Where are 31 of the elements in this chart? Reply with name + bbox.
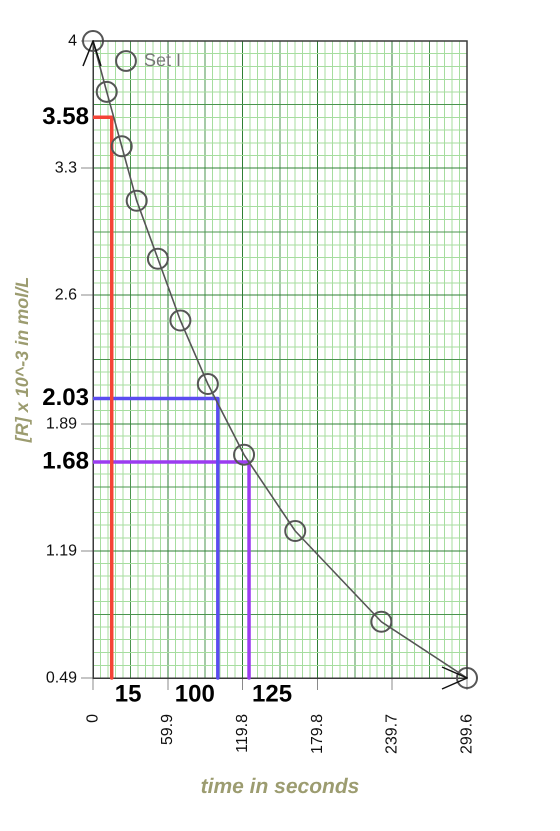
point (196, 373, 219, 395)
annotation: 100 (174, 680, 215, 708)
point (82, 30, 104, 52)
x-tick-label: 59.9 (159, 714, 176, 746)
annotation: 15 (114, 680, 142, 708)
x-axis-title: time in seconds (200, 775, 360, 798)
point (146, 248, 169, 270)
y-tick-label: 2.6 (54, 286, 78, 304)
y-axis-title: [R] x 10^-3 in mol/L (12, 276, 32, 444)
point (284, 520, 306, 542)
point (456, 667, 478, 689)
point (370, 610, 392, 633)
annotation: 3.58 (42, 102, 89, 130)
x-tick-label: 299.6 (458, 714, 476, 754)
annotation: 125 (252, 680, 292, 708)
x-tick-label: 179.8 (308, 714, 326, 754)
x-tick-label: 0 (84, 714, 102, 723)
y-tick-label: 3.3 (54, 159, 78, 176)
y-tick-label: 0.49 (46, 669, 78, 686)
point (169, 309, 192, 332)
annotation: 1.68 (42, 448, 89, 475)
point (126, 190, 148, 212)
x-tick-label: 119.8 (234, 714, 251, 753)
annotation: 2.03 (42, 384, 89, 412)
point (96, 80, 118, 103)
y-tick-label: 4 (68, 32, 78, 50)
point (110, 135, 133, 158)
x-tick-label: 239.7 (384, 714, 401, 754)
point (233, 444, 256, 466)
y-tick-label: 1.89 (46, 415, 78, 432)
y-tick-label: 1.19 (46, 542, 78, 560)
